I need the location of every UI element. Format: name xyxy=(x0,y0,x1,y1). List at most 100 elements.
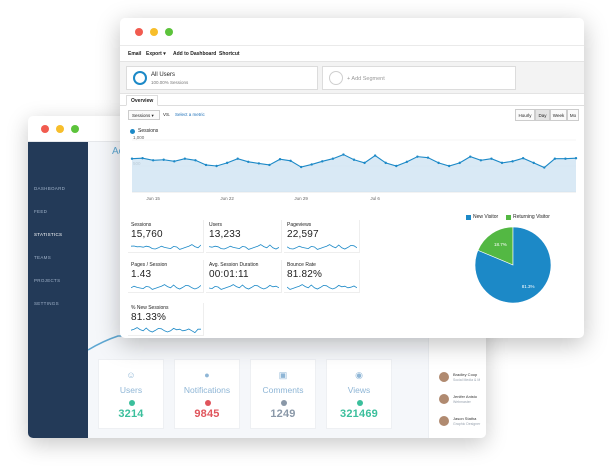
tile-value: 81.33% xyxy=(131,312,167,323)
metric-tile-pageviews[interactable]: Pageviews 22,597 xyxy=(284,220,360,253)
team-member[interactable]: Jason Statha Graphic Designer xyxy=(439,416,486,434)
sessions-point xyxy=(384,161,387,165)
tile-value: 00:01:11 xyxy=(209,269,249,280)
metric-tile-bounce-rate[interactable]: Bounce Rate 81.82% xyxy=(284,260,360,293)
granularity-week[interactable]: Week xyxy=(550,109,567,121)
granularity-month[interactable]: Mo xyxy=(567,109,579,121)
sessions-point xyxy=(236,157,239,160)
menu-export[interactable]: Export ▾ xyxy=(146,51,166,57)
sessions-point xyxy=(310,163,313,166)
bell-icon: ● xyxy=(204,370,210,380)
maximize-dot-icon[interactable] xyxy=(165,28,173,36)
member-role: Graphic Designer xyxy=(453,422,481,426)
tile-value: 13,233 xyxy=(209,229,241,240)
select-metric-link[interactable]: Select a metric xyxy=(175,112,205,117)
metric-tile-users[interactable]: Users 13,233 xyxy=(206,220,282,253)
member-role: Social Media & M xyxy=(453,378,481,382)
tile-label: Bounce Rate xyxy=(287,262,316,268)
sparkline xyxy=(131,284,201,290)
vs-label: VS. xyxy=(163,112,171,117)
sessions-point xyxy=(373,154,377,157)
metric-select[interactable]: Sessions ▾ xyxy=(128,110,160,120)
tile-label: Pageviews xyxy=(287,222,312,228)
sidebar-item-dashboard[interactable]: DASHBOARD xyxy=(34,186,66,191)
stat-card-views[interactable]: ◉ Views 321469 xyxy=(326,359,392,429)
sessions-point xyxy=(490,157,493,160)
segment-bar: All Users 100.00% Sessions + Add Segment xyxy=(120,62,584,94)
sessions-point xyxy=(416,155,419,158)
stat-value: 321469 xyxy=(340,408,378,420)
segment-title: All Users xyxy=(151,72,176,78)
team-member[interactable]: Jenifer Anisto Webmaster xyxy=(439,394,486,412)
menu-email[interactable]: Email xyxy=(128,51,142,57)
sidebar-item-statistics[interactable]: STATISTICS xyxy=(34,232,63,237)
sparkline xyxy=(131,327,201,334)
stat-dot xyxy=(205,400,211,406)
legend-label: Returning Visitor xyxy=(513,214,550,220)
maximize-dot-icon[interactable] xyxy=(71,125,79,133)
minimize-dot-icon[interactable] xyxy=(56,125,64,133)
member-name: Jason Statha xyxy=(453,416,477,421)
sessions-point xyxy=(458,161,461,165)
sidebar-item-projects[interactable]: PROJECTS xyxy=(34,278,61,283)
sessions-point xyxy=(183,157,187,160)
stat-card-notifications[interactable]: ● Notifications 9845 xyxy=(174,359,240,429)
background-line-chart xyxy=(88,335,124,351)
close-dot-icon[interactable] xyxy=(41,125,49,133)
legend-swatch xyxy=(506,215,511,220)
sessions-point xyxy=(204,163,208,167)
sidebar-item-settings[interactable]: SETTINGS xyxy=(34,301,59,306)
stat-card-comments[interactable]: ▣ Comments 1249 xyxy=(250,359,316,429)
sparkline xyxy=(287,244,357,250)
stat-dot xyxy=(281,400,287,406)
sessions-point xyxy=(426,156,430,159)
granularity-day[interactable]: Day xyxy=(535,109,550,121)
segment-ring-icon xyxy=(133,71,147,85)
stat-card-users[interactable]: ☺ Users 3214 xyxy=(98,359,164,429)
sessions-point xyxy=(521,157,525,160)
segment-all-users[interactable]: All Users 100.00% Sessions xyxy=(126,66,318,90)
tile-value: 81.82% xyxy=(287,269,323,280)
tab-overview[interactable]: Overview xyxy=(126,95,159,106)
visitor-pie-chart: 18.7% 81.3% xyxy=(474,226,552,304)
sessions-point xyxy=(321,160,324,163)
stat-value: 1249 xyxy=(270,408,296,420)
sessions-point xyxy=(225,161,229,165)
menu-add-to-dashboard[interactable]: Add to Dashboard xyxy=(173,51,217,57)
analytics-titlebar xyxy=(120,18,584,46)
sessions-point xyxy=(405,160,409,164)
stat-label: Users xyxy=(119,385,143,395)
sessions-point xyxy=(363,161,366,165)
legend-swatch xyxy=(466,215,471,220)
sessions-point xyxy=(247,160,250,164)
sidebar-item-feed[interactable]: FEED xyxy=(34,209,48,214)
metric-tile-new-sessions[interactable]: % New Sessions 81.33% xyxy=(128,303,204,336)
metric-tile-sessions[interactable]: Sessions 15,760 xyxy=(128,220,204,253)
legend-swatch xyxy=(130,129,135,134)
metric-tile-avg-session-duration[interactable]: Avg. Session Duration 00:01:11 xyxy=(206,260,282,293)
sessions-point xyxy=(278,158,282,161)
minimize-dot-icon[interactable] xyxy=(150,28,158,36)
team-member[interactable]: Bradley Coop Social Media & M xyxy=(439,372,486,390)
sessions-point xyxy=(532,161,535,165)
stat-value: 9845 xyxy=(194,408,220,420)
sessions-point xyxy=(257,162,261,165)
menu-shortcut[interactable]: Shortcut xyxy=(219,51,240,57)
eye-icon: ◉ xyxy=(355,370,363,380)
member-name: Bradley Coop xyxy=(453,372,478,377)
sparkline xyxy=(131,244,201,250)
pie-slice-label: 81.3% xyxy=(522,284,535,289)
page-title: Ac xyxy=(112,146,124,157)
x-tick-label: Jun 29 xyxy=(294,196,308,201)
metric-tile-pages-per-session[interactable]: Pages / Session 1.43 xyxy=(128,260,204,293)
close-dot-icon[interactable] xyxy=(135,28,143,36)
user-icon: ☺ xyxy=(126,370,136,380)
tile-label: % New Sessions xyxy=(131,305,169,311)
sidebar-item-teams[interactable]: TEAMS xyxy=(34,255,52,260)
sessions-point xyxy=(331,157,335,160)
granularity-hourly[interactable]: Hourly xyxy=(515,109,535,121)
add-segment-button[interactable]: + Add Segment xyxy=(322,66,516,90)
dashboard-sidebar: DASHBOARD FEED STATISTICS TEAMS PROJECTS… xyxy=(28,142,88,438)
sessions-point xyxy=(215,164,218,168)
